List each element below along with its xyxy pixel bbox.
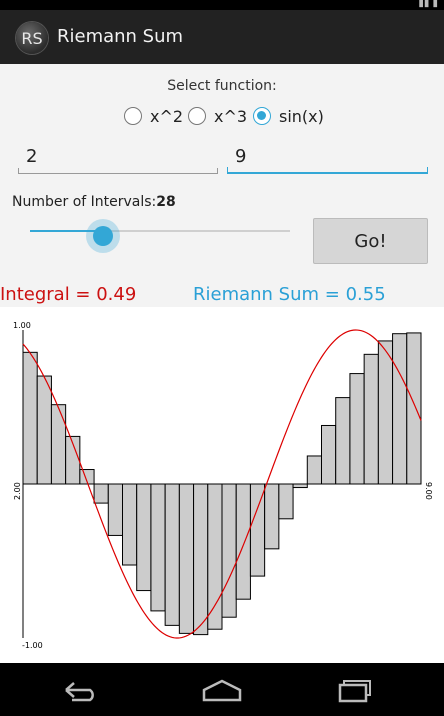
intervals-slider-thumb[interactable] bbox=[85, 219, 120, 253]
riemann-bar bbox=[193, 483, 209, 636]
riemann-bar bbox=[349, 373, 365, 485]
go-button[interactable]: Go! bbox=[313, 218, 428, 264]
riemann-bar bbox=[136, 483, 152, 592]
riemann-bar bbox=[264, 483, 280, 550]
back-button[interactable] bbox=[48, 671, 108, 709]
action-bar: RS Riemann Sum bbox=[0, 10, 444, 64]
riemann-bar bbox=[249, 483, 266, 577]
intervals-value: 28 bbox=[156, 194, 176, 210]
home-button[interactable] bbox=[192, 671, 252, 709]
riemann-bar bbox=[107, 483, 123, 536]
riemann-bar bbox=[221, 483, 237, 618]
riemann-bar bbox=[122, 483, 138, 566]
riemann-bar bbox=[392, 333, 408, 485]
riemann-plot-svg: 1.00 -1.00 2.00 9.00 bbox=[13, 321, 433, 650]
riemann-bar bbox=[150, 483, 166, 612]
app-icon[interactable]: RS bbox=[16, 22, 48, 54]
intervals-label: Number of Intervals:28 bbox=[12, 194, 176, 210]
riemann-bar bbox=[178, 483, 195, 634]
radio-label-x3: x^3 bbox=[214, 106, 248, 126]
radio-option-x3[interactable]: x^3 bbox=[188, 104, 247, 128]
y-max-label: 1.00 bbox=[13, 321, 31, 330]
riemann-bar bbox=[22, 351, 38, 485]
status-bar: ▮▮ ▮ bbox=[0, 0, 444, 10]
riemann-bar bbox=[377, 340, 394, 485]
riemann-bar bbox=[406, 332, 422, 485]
lower-bound-input[interactable]: 2 bbox=[18, 142, 218, 174]
back-icon bbox=[65, 682, 94, 702]
riemann-bar bbox=[292, 483, 308, 489]
riemann-plot: 1.00 -1.00 2.00 9.00 bbox=[0, 307, 444, 663]
radio-option-sin[interactable]: sin(x) bbox=[253, 104, 324, 128]
radio-label-x2: x^2 bbox=[150, 106, 184, 126]
riemann-bar bbox=[306, 455, 322, 485]
x-min-label: 2.00 bbox=[13, 482, 22, 500]
recent-apps-button[interactable] bbox=[322, 671, 382, 709]
y-min-label: -1.00 bbox=[22, 641, 43, 650]
upper-bound-input[interactable]: 9 bbox=[227, 142, 428, 174]
riemann-bar bbox=[235, 483, 251, 600]
riemann-bar bbox=[321, 424, 337, 485]
navigation-bar bbox=[0, 663, 444, 716]
radio-button-x2[interactable] bbox=[124, 107, 142, 125]
app-title: Riemann Sum bbox=[57, 26, 184, 47]
riemann-bar bbox=[93, 483, 109, 504]
radio-button-x3[interactable] bbox=[188, 107, 206, 125]
riemann-bar bbox=[278, 483, 294, 520]
radio-button-sin[interactable] bbox=[253, 107, 271, 125]
riemann-bar bbox=[207, 483, 223, 630]
intervals-label-text: Number of Intervals: bbox=[12, 194, 157, 210]
riemann-bar bbox=[164, 483, 180, 626]
integral-result: Integral = 0.49 bbox=[0, 284, 137, 305]
intervals-slider-fill bbox=[30, 230, 103, 232]
riemann-bar bbox=[50, 404, 67, 485]
status-icons: ▮▮ ▮ bbox=[418, 0, 438, 9]
recent-apps-icon bbox=[338, 680, 371, 703]
riemann-bar bbox=[335, 397, 351, 485]
riemann-bar bbox=[363, 353, 379, 485]
home-icon bbox=[202, 679, 242, 702]
function-curve bbox=[22, 329, 422, 639]
controls-panel: Select function: x^2 x^3 sin(x) 2 9 Numb… bbox=[0, 64, 444, 307]
radio-option-x2[interactable]: x^2 bbox=[124, 104, 183, 128]
riemann-bar bbox=[36, 375, 52, 485]
radio-label-sin: sin(x) bbox=[279, 106, 324, 126]
select-function-label: Select function: bbox=[167, 78, 277, 94]
x-max-label: 9.00 bbox=[424, 482, 433, 500]
intervals-slider-track[interactable] bbox=[30, 230, 290, 232]
riemann-sum-result: Riemann Sum = 0.55 bbox=[193, 284, 386, 305]
